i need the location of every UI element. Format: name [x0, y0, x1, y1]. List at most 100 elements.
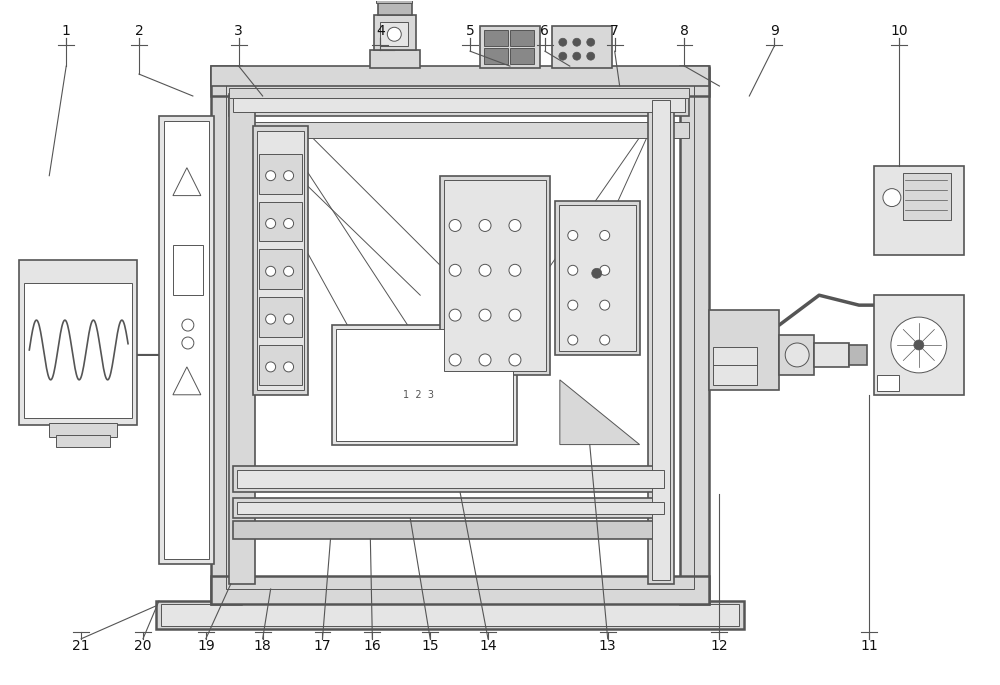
- Circle shape: [600, 335, 610, 345]
- Circle shape: [284, 314, 294, 324]
- Bar: [374, 15, 416, 50]
- Text: 7: 7: [610, 24, 619, 38]
- Text: 21: 21: [72, 639, 90, 653]
- Circle shape: [587, 38, 595, 46]
- Bar: [259, 201, 302, 241]
- Bar: [19, 260, 137, 425]
- Circle shape: [568, 335, 578, 345]
- Bar: [648, 96, 674, 584]
- Bar: [484, 30, 508, 46]
- Text: 9: 9: [770, 24, 779, 38]
- Bar: [257, 131, 304, 390]
- Bar: [510, 48, 534, 64]
- Bar: [259, 345, 302, 385]
- Bar: [253, 126, 308, 395]
- Bar: [229, 88, 689, 98]
- Text: 14: 14: [479, 639, 497, 653]
- Circle shape: [568, 300, 578, 310]
- Bar: [156, 601, 744, 629]
- Bar: [779, 335, 814, 375]
- Circle shape: [266, 314, 276, 324]
- Circle shape: [284, 219, 294, 229]
- Bar: [874, 166, 964, 256]
- Bar: [233, 521, 668, 539]
- Polygon shape: [173, 168, 201, 196]
- Bar: [211, 66, 709, 86]
- Bar: [370, 50, 420, 68]
- Circle shape: [479, 309, 491, 321]
- Bar: [24, 283, 132, 418]
- Text: 17: 17: [314, 639, 331, 653]
- Bar: [233, 98, 685, 112]
- Text: 13: 13: [599, 639, 617, 653]
- Text: 2: 2: [135, 24, 143, 38]
- Bar: [713, 347, 757, 385]
- Circle shape: [509, 309, 521, 321]
- Bar: [709, 310, 779, 390]
- Polygon shape: [560, 380, 640, 445]
- Circle shape: [509, 219, 521, 232]
- Bar: [510, 30, 534, 46]
- Text: 8: 8: [680, 24, 689, 38]
- Circle shape: [509, 264, 521, 276]
- Text: 10: 10: [890, 24, 908, 38]
- Bar: [903, 173, 951, 221]
- Circle shape: [914, 340, 924, 350]
- Bar: [229, 96, 255, 584]
- Circle shape: [284, 171, 294, 181]
- Bar: [56, 434, 110, 447]
- Bar: [814, 343, 849, 367]
- Bar: [237, 471, 664, 488]
- Text: 16: 16: [363, 639, 381, 653]
- Circle shape: [600, 300, 610, 310]
- Bar: [336, 329, 513, 440]
- Circle shape: [883, 188, 901, 207]
- Text: 19: 19: [197, 639, 215, 653]
- Circle shape: [479, 354, 491, 366]
- Bar: [233, 466, 668, 493]
- Bar: [378, 3, 412, 15]
- Text: 11: 11: [860, 639, 878, 653]
- Bar: [480, 26, 540, 68]
- Bar: [211, 68, 709, 96]
- Circle shape: [559, 52, 567, 60]
- Text: 1  2  3: 1 2 3: [403, 390, 434, 400]
- Bar: [332, 325, 517, 445]
- Circle shape: [600, 265, 610, 275]
- Bar: [259, 153, 302, 194]
- Circle shape: [387, 27, 401, 41]
- Bar: [161, 604, 739, 626]
- Bar: [229, 122, 689, 138]
- Circle shape: [449, 219, 461, 232]
- Bar: [440, 175, 550, 375]
- Circle shape: [266, 266, 276, 276]
- Text: 5: 5: [466, 24, 474, 38]
- Bar: [173, 245, 203, 295]
- Bar: [233, 499, 668, 519]
- Text: 15: 15: [421, 639, 439, 653]
- Circle shape: [479, 219, 491, 232]
- Circle shape: [573, 38, 581, 46]
- Circle shape: [573, 52, 581, 60]
- Text: 18: 18: [254, 639, 272, 653]
- Circle shape: [266, 171, 276, 181]
- Circle shape: [182, 337, 194, 349]
- Circle shape: [568, 265, 578, 275]
- Bar: [444, 179, 546, 371]
- Bar: [552, 26, 612, 68]
- Circle shape: [509, 354, 521, 366]
- Circle shape: [479, 264, 491, 276]
- Circle shape: [587, 52, 595, 60]
- Bar: [259, 249, 302, 289]
- Circle shape: [559, 38, 567, 46]
- Bar: [559, 205, 636, 351]
- Text: 4: 4: [376, 24, 385, 38]
- Circle shape: [182, 319, 194, 331]
- Circle shape: [449, 354, 461, 366]
- Bar: [652, 100, 670, 580]
- Bar: [484, 48, 508, 64]
- Bar: [259, 297, 302, 337]
- Bar: [226, 81, 694, 589]
- Bar: [376, 0, 412, 3]
- Circle shape: [284, 362, 294, 372]
